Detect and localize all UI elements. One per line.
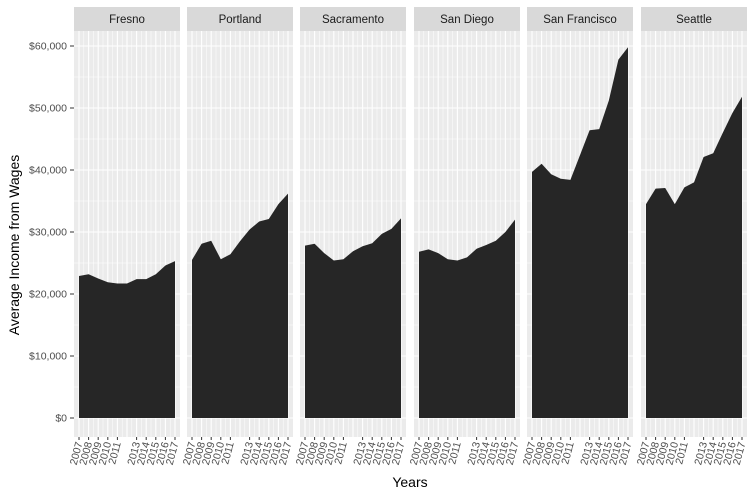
y-tick-label: $20,000	[29, 289, 67, 301]
x-tick-label: 2015	[258, 441, 276, 467]
x-tick-label: 2007	[408, 441, 426, 467]
y-tick-label: $0	[55, 413, 67, 425]
x-tick-label: 2014	[588, 441, 606, 467]
x-tick-label: 2014	[702, 441, 720, 467]
facet-strip-label: Sacramento	[322, 14, 384, 26]
area-series-san-francisco	[532, 47, 628, 418]
x-tick-label: 2013	[465, 441, 483, 467]
x-tick-label: 2011	[559, 441, 576, 466]
x-tick-label: 2017	[277, 441, 295, 467]
x-tick-label: 2008	[644, 441, 662, 467]
x-tick-label: 2015	[485, 441, 503, 467]
x-tick-label: 2015	[145, 441, 163, 467]
x-tick-label: 2014	[248, 441, 266, 467]
x-tick-label: 2017	[164, 441, 182, 467]
x-tick-label: 2017	[617, 441, 635, 467]
x-tick-label: 2010	[210, 441, 228, 467]
x-tick-label: 2008	[303, 441, 321, 467]
x-tick-label: 2013	[351, 441, 369, 467]
facet-strip	[187, 7, 293, 31]
x-tick-label: 2011	[673, 441, 690, 466]
x-tick-label: 2017	[504, 441, 522, 467]
x-tick-label: 2010	[550, 441, 568, 467]
x-tick-label: 2016	[721, 441, 739, 467]
y-tick-label: $60,000	[29, 41, 67, 53]
x-tick-label: 2007	[521, 441, 539, 467]
x-tick-label: 2010	[664, 441, 682, 467]
y-tick-label: $50,000	[29, 103, 67, 115]
x-tick-label: 2014	[361, 441, 379, 467]
x-tick-label: 2011	[106, 441, 123, 466]
x-tick-label: 2009	[540, 441, 558, 467]
facet-strip-label: Portland	[219, 14, 262, 26]
x-tick-label: 2011	[446, 441, 463, 466]
x-tick-label: 2009	[200, 441, 218, 467]
facet-strip-label: Fresno	[109, 14, 145, 26]
x-tick-label: 2010	[323, 441, 341, 467]
area-series-fresno	[79, 261, 175, 418]
x-tick-label: 2015	[712, 441, 730, 467]
x-tick-label: 2009	[654, 441, 672, 467]
x-tick-label: 2013	[692, 441, 710, 467]
x-tick-label: 2014	[475, 441, 493, 467]
x-tick-label: 2013	[125, 441, 143, 467]
y-tick-label: $30,000	[29, 227, 67, 239]
x-tick-label: 2016	[380, 441, 398, 467]
x-tick-label: 2010	[437, 441, 455, 467]
x-tick-label: 2008	[530, 441, 548, 467]
x-tick-label: 2015	[371, 441, 389, 467]
x-axis-title: Years	[392, 474, 427, 490]
x-tick-label: 2010	[97, 441, 115, 467]
y-tick-label: $10,000	[29, 351, 67, 363]
facet-strip-label: Seattle	[676, 14, 712, 26]
facet-strip	[527, 7, 633, 31]
area-series-sacramento	[305, 218, 401, 418]
facet-strip-label: San Diego	[440, 14, 494, 26]
y-axis-title: Average Income from Wages	[6, 155, 22, 336]
x-tick-label: 2017	[731, 441, 749, 467]
x-tick-label: 2007	[635, 441, 653, 467]
x-tick-label: 2008	[77, 441, 95, 467]
x-tick-label: 2013	[578, 441, 596, 467]
x-tick-label: 2013	[238, 441, 256, 467]
x-tick-label: 2007	[294, 441, 312, 467]
area-series-san-diego	[419, 219, 515, 418]
x-tick-label: 2017	[390, 441, 408, 467]
x-tick-label: 2016	[267, 441, 285, 467]
x-tick-label: 2011	[219, 441, 236, 466]
x-tick-label: 2016	[154, 441, 172, 467]
facet-strip	[641, 7, 747, 31]
x-tick-label: 2007	[68, 441, 86, 467]
x-tick-label: 2016	[494, 441, 512, 467]
x-tick-label: 2009	[313, 441, 331, 467]
x-tick-label: 2008	[417, 441, 435, 467]
area-series-seattle	[646, 96, 742, 419]
y-axis: $0 $10,000 $20,000 $30,000 $40,000 $50,000 $60…	[29, 41, 74, 425]
x-tick-label: 2015	[598, 441, 616, 467]
x-tick-label: 2016	[607, 441, 625, 467]
facet-strip-label: San Francisco	[543, 14, 617, 26]
x-tick-label: 2009	[427, 441, 445, 467]
facet-strip	[300, 7, 406, 31]
x-tick-label: 2008	[190, 441, 208, 467]
y-tick-label: $40,000	[29, 165, 67, 177]
x-tick-label: 2014	[135, 441, 153, 467]
x-tick-label: 2007	[181, 441, 199, 467]
x-tick-label: 2011	[332, 441, 349, 466]
facet-strip	[414, 7, 520, 31]
x-tick-label: 2009	[87, 441, 105, 467]
area-series-portland	[192, 193, 288, 418]
facet-strip	[74, 7, 180, 31]
